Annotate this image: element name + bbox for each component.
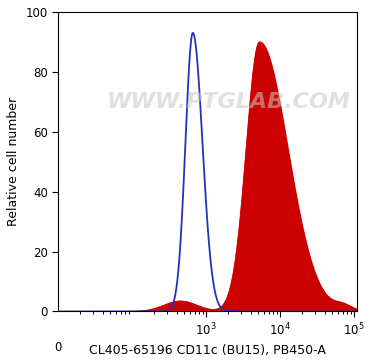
Y-axis label: Relative cell number: Relative cell number: [7, 97, 20, 226]
Text: 0: 0: [54, 341, 62, 355]
X-axis label: CL405-65196 CD11c (BU15), PB450-A: CL405-65196 CD11c (BU15), PB450-A: [89, 344, 326, 357]
Text: WWW.PTGLAB.COM: WWW.PTGLAB.COM: [107, 92, 351, 112]
